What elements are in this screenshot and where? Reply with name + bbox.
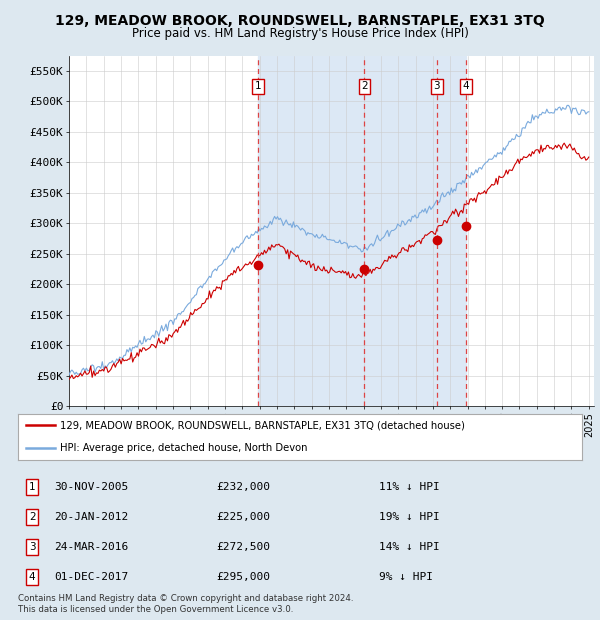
Text: 24-MAR-2016: 24-MAR-2016 xyxy=(54,542,128,552)
Text: 1: 1 xyxy=(255,81,262,91)
Text: 2: 2 xyxy=(361,81,368,91)
Text: 3: 3 xyxy=(434,81,440,91)
Text: 11% ↓ HPI: 11% ↓ HPI xyxy=(379,482,440,492)
Text: This data is licensed under the Open Government Licence v3.0.: This data is licensed under the Open Gov… xyxy=(18,604,293,614)
Text: 2: 2 xyxy=(29,512,35,522)
Text: £272,500: £272,500 xyxy=(217,542,271,552)
Text: 1: 1 xyxy=(29,482,35,492)
Text: 3: 3 xyxy=(29,542,35,552)
Text: 30-NOV-2005: 30-NOV-2005 xyxy=(54,482,128,492)
Text: Contains HM Land Registry data © Crown copyright and database right 2024.: Contains HM Land Registry data © Crown c… xyxy=(18,593,353,603)
Text: 4: 4 xyxy=(463,81,469,91)
Text: HPI: Average price, detached house, North Devon: HPI: Average price, detached house, Nort… xyxy=(60,443,308,453)
Text: 129, MEADOW BROOK, ROUNDSWELL, BARNSTAPLE, EX31 3TQ (detached house): 129, MEADOW BROOK, ROUNDSWELL, BARNSTAPL… xyxy=(60,420,465,430)
Text: 9% ↓ HPI: 9% ↓ HPI xyxy=(379,572,433,582)
Text: £225,000: £225,000 xyxy=(217,512,271,522)
Text: 4: 4 xyxy=(29,572,35,582)
Text: Price paid vs. HM Land Registry's House Price Index (HPI): Price paid vs. HM Land Registry's House … xyxy=(131,27,469,40)
Text: £295,000: £295,000 xyxy=(217,572,271,582)
Text: 20-JAN-2012: 20-JAN-2012 xyxy=(54,512,128,522)
Text: 01-DEC-2017: 01-DEC-2017 xyxy=(54,572,128,582)
Text: 14% ↓ HPI: 14% ↓ HPI xyxy=(379,542,440,552)
Text: 129, MEADOW BROOK, ROUNDSWELL, BARNSTAPLE, EX31 3TQ: 129, MEADOW BROOK, ROUNDSWELL, BARNSTAPL… xyxy=(55,14,545,28)
Text: £232,000: £232,000 xyxy=(217,482,271,492)
Bar xyxy=(258,56,466,406)
Text: 19% ↓ HPI: 19% ↓ HPI xyxy=(379,512,440,522)
